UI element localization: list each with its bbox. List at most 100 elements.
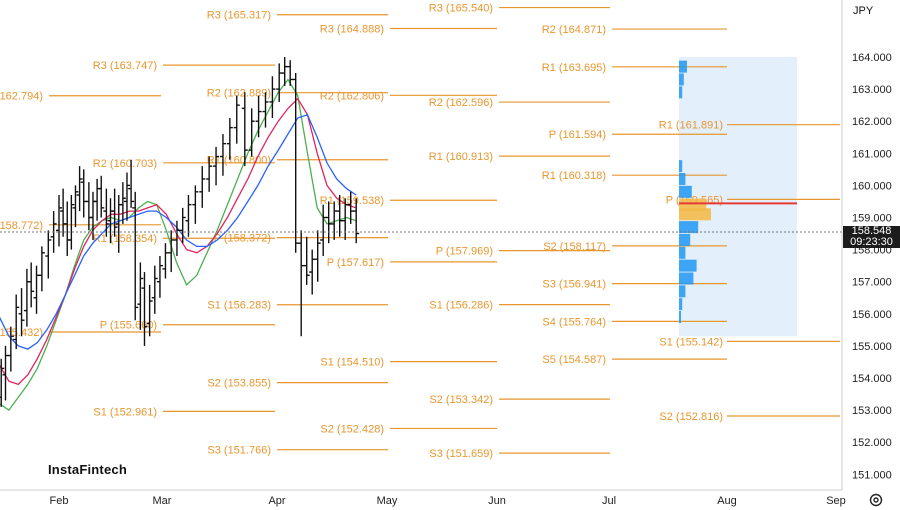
candle-bar <box>141 272 148 346</box>
candle-bar <box>33 265 40 314</box>
pivot-level-label: R1 (160.913) <box>429 151 493 163</box>
pivot-level-label: S3 (156.941) <box>542 279 606 291</box>
candle-bar <box>241 92 248 167</box>
candle-bar <box>23 268 30 327</box>
pivot-level-label: S4 (155.764) <box>542 316 606 328</box>
y-tick-label: 152.000 <box>852 437 892 449</box>
volume-profile-bar <box>679 73 684 86</box>
candle-bar <box>162 243 169 279</box>
candle-bar <box>168 230 175 273</box>
pivot-level-label: R3 (163.747) <box>93 60 157 72</box>
candle-bar <box>119 182 126 224</box>
candle-bar <box>18 288 25 337</box>
settings-gear-icon[interactable] <box>868 492 884 508</box>
pivot-level-label: P (161.594) <box>549 129 606 141</box>
pivot-level-label: R2 (162.889) <box>207 88 271 100</box>
volume-profile-bar <box>679 208 711 221</box>
candle-bar <box>309 249 316 295</box>
currency-label[interactable]: JPY <box>853 5 874 17</box>
pivot-level-label: R2 (162.806) <box>320 90 384 102</box>
y-tick-label: 156.000 <box>852 309 892 321</box>
volume-profile-bar <box>679 86 683 99</box>
candle-bar <box>85 182 92 231</box>
candle-bar <box>60 188 67 237</box>
candle-bar <box>68 195 75 250</box>
candle-bar <box>185 195 192 237</box>
volume-profile-bar <box>679 185 692 198</box>
candle-bar <box>128 159 135 208</box>
y-tick-label: 164.000 <box>852 52 892 64</box>
pivot-level-label: R1 (163.695) <box>542 62 606 74</box>
y-tick-label: 163.000 <box>852 84 892 96</box>
candle-bar <box>0 358 5 407</box>
candle-bar <box>80 169 87 218</box>
candle-bar <box>38 246 45 292</box>
candle-bar <box>262 92 269 128</box>
candle-bar <box>72 185 79 228</box>
candle-bar <box>179 207 186 244</box>
pivot-level-label: R3 (164.888) <box>320 23 384 35</box>
pivot-level-label: S2 (158.117) <box>543 241 606 253</box>
x-tick-label: Feb <box>50 495 69 507</box>
y-tick-label: 161.000 <box>852 148 892 160</box>
pivot-level-label: R2 (160.703) <box>93 158 157 170</box>
candle-bar <box>353 198 360 244</box>
pivot-level-label: S5 (154.587) <box>542 354 606 366</box>
candle-bar <box>320 204 327 257</box>
volume-profile-bar <box>679 221 699 234</box>
candle-bar <box>255 95 262 138</box>
current-price-tag: 158.548 09:23:30 <box>843 226 900 248</box>
pivot-level-label: P (158.372) <box>214 233 271 245</box>
pivot-level-label: R3 (165.540) <box>429 3 493 15</box>
candle-bar <box>213 146 220 186</box>
y-tick-label: 159.000 <box>852 213 892 225</box>
y-tick-label: 162.000 <box>852 116 892 128</box>
candle-bar <box>276 63 283 102</box>
volume-profile-bar <box>679 172 686 185</box>
pivot-level-label: S3 (151.659) <box>429 448 493 460</box>
volume-profile-bar <box>679 285 686 298</box>
candle-bar <box>111 188 118 237</box>
candle-bar <box>287 60 294 86</box>
candle-bar <box>192 185 199 224</box>
pivot-level-label: R1 (161.891) <box>659 120 723 132</box>
volume-profile-bar <box>679 298 683 311</box>
range-highlight-box <box>679 57 797 337</box>
y-tick-label: 154.000 <box>852 373 892 385</box>
candle-bar <box>123 172 130 221</box>
x-tick-label: May <box>377 495 398 507</box>
countdown-timer: 09:23:30 <box>850 236 893 248</box>
candle-bar <box>199 166 206 208</box>
pivot-level-label: R2 (162.596) <box>429 97 493 109</box>
x-tick-label: Aug <box>717 495 737 507</box>
candle-bar <box>45 230 52 279</box>
volume-profile-bar <box>679 198 707 211</box>
pivot-level-label: S2 (153.342) <box>429 394 493 406</box>
candle-bar <box>103 188 110 237</box>
volume-profile-bar <box>679 259 697 272</box>
volume-profile-bar <box>679 311 681 324</box>
pivot-level-label: S2 (152.428) <box>320 423 384 435</box>
y-tick-label: 160.000 <box>852 180 892 192</box>
x-tick-label: Jun <box>488 495 506 507</box>
candle-bar <box>151 265 158 314</box>
x-tick-label: Mar <box>153 495 172 507</box>
volume-profile-bar <box>679 246 686 259</box>
candle-bar <box>7 326 14 372</box>
candle-bar <box>132 191 139 321</box>
pivot-level-label: R1 (158.354) <box>93 233 157 245</box>
y-tick-label: 153.000 <box>852 405 892 417</box>
current-price-value: 158.548 <box>851 225 892 237</box>
candle-bar <box>233 95 240 144</box>
candle-bar <box>269 76 276 118</box>
pivot-level-label: S3 (151.766) <box>207 445 271 457</box>
volume-profile-bar <box>679 160 683 173</box>
pivot-level-label: P (157.969) <box>436 246 493 258</box>
candle-bar <box>156 256 163 298</box>
moving-average-line-slow <box>0 113 357 350</box>
pivot-level-label: R3 (165.317) <box>207 10 271 22</box>
volume-profile-bar <box>679 272 694 285</box>
pivot-level-label: S2 (153.855) <box>207 378 271 390</box>
pivot-level-label: R2 (164.871) <box>542 24 606 36</box>
